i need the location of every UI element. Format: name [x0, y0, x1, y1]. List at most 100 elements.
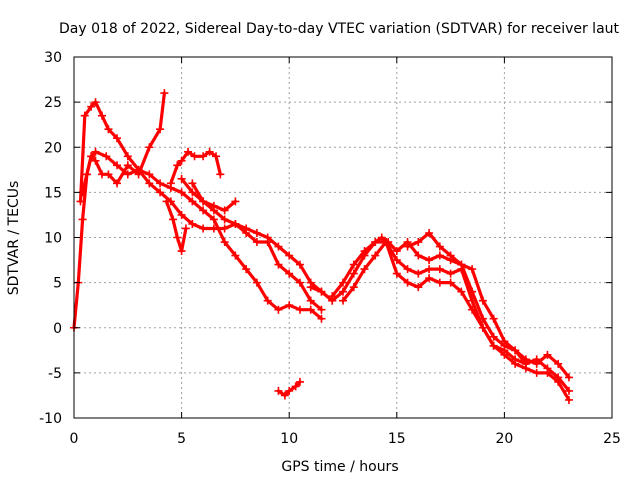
data-point — [242, 265, 251, 274]
data-point — [554, 359, 563, 368]
data-point — [328, 296, 337, 305]
data-point — [489, 314, 498, 323]
data-point — [295, 305, 304, 314]
data-point — [425, 256, 434, 265]
data-point — [435, 251, 444, 260]
data-point — [489, 341, 498, 350]
data-point — [104, 125, 113, 134]
data-point — [220, 206, 229, 215]
series-line — [72, 150, 334, 330]
data-point — [274, 305, 283, 314]
data-point — [291, 382, 300, 391]
data-point — [295, 377, 304, 386]
data-point — [156, 179, 165, 188]
data-point — [220, 224, 229, 233]
data-point — [199, 224, 208, 233]
data-point — [511, 359, 520, 368]
x-tick-label: 5 — [177, 431, 186, 447]
x-tick-label: 10 — [280, 431, 298, 447]
data-point — [532, 368, 541, 377]
data-point — [554, 377, 563, 386]
data-point — [349, 260, 358, 269]
data-point — [425, 265, 434, 274]
data-point — [360, 251, 369, 260]
data-point — [91, 156, 100, 165]
data-point — [414, 238, 423, 247]
data-point — [468, 296, 477, 305]
data-point — [500, 350, 509, 359]
y-tick-label: 20 — [44, 140, 62, 156]
series-line — [180, 177, 237, 212]
data-point — [339, 296, 347, 305]
data-point — [102, 152, 111, 161]
data-point — [80, 111, 89, 120]
data-point — [382, 238, 391, 247]
data-point — [500, 337, 509, 346]
series-line — [406, 231, 528, 366]
data-point — [274, 242, 283, 251]
data-point — [446, 269, 455, 278]
series-track-2 — [76, 98, 326, 323]
data-point — [457, 260, 466, 269]
data-point — [543, 350, 552, 359]
data-point — [306, 283, 315, 292]
data-point — [91, 98, 100, 107]
y-tick-label: -5 — [48, 366, 62, 382]
data-point — [468, 265, 477, 274]
data-point — [199, 206, 208, 215]
data-point — [317, 305, 326, 314]
data-point — [220, 238, 229, 247]
data-point — [78, 215, 87, 224]
data-point — [145, 179, 154, 188]
data-point — [145, 170, 154, 179]
x-tick-label: 25 — [603, 431, 621, 447]
data-point — [113, 161, 122, 170]
data-point — [188, 197, 197, 206]
data-point — [274, 260, 283, 269]
data-point — [220, 215, 229, 224]
data-point — [425, 228, 434, 237]
data-point — [489, 332, 498, 341]
data-point — [173, 161, 182, 170]
data-point — [564, 386, 573, 395]
data-point — [532, 355, 541, 364]
data-point — [511, 346, 520, 355]
data-point — [190, 152, 199, 161]
data-point — [113, 179, 122, 188]
data-point — [76, 197, 85, 206]
data-point — [285, 269, 294, 278]
x-axis-title: GPS time / hours — [281, 459, 398, 475]
data-point — [231, 197, 240, 206]
data-point — [87, 102, 96, 111]
data-point — [252, 238, 261, 247]
series-track-10 — [339, 238, 573, 404]
data-point — [280, 391, 289, 400]
data-point — [123, 170, 132, 179]
data-point — [543, 368, 552, 377]
data-point — [123, 152, 132, 161]
data-point — [188, 179, 197, 188]
data-point — [104, 170, 113, 179]
data-point — [349, 283, 358, 292]
series-track-4 — [166, 147, 225, 188]
series-track-11 — [403, 228, 530, 368]
data-point — [414, 283, 423, 292]
y-axis-title: SDTVAR / TECUs — [6, 181, 22, 296]
data-point — [285, 301, 294, 310]
data-point — [177, 156, 186, 165]
data-point — [360, 265, 369, 274]
data-point — [205, 147, 214, 156]
data-point — [446, 278, 455, 287]
data-point — [371, 238, 380, 247]
data-point — [295, 260, 304, 269]
data-point — [188, 219, 197, 228]
data-point — [209, 201, 218, 210]
data-point — [392, 247, 401, 256]
data-point — [134, 170, 143, 179]
data-point — [166, 179, 175, 188]
data-point — [414, 251, 423, 260]
data-point — [306, 305, 315, 314]
data-point — [403, 265, 412, 274]
data-point — [521, 359, 530, 368]
